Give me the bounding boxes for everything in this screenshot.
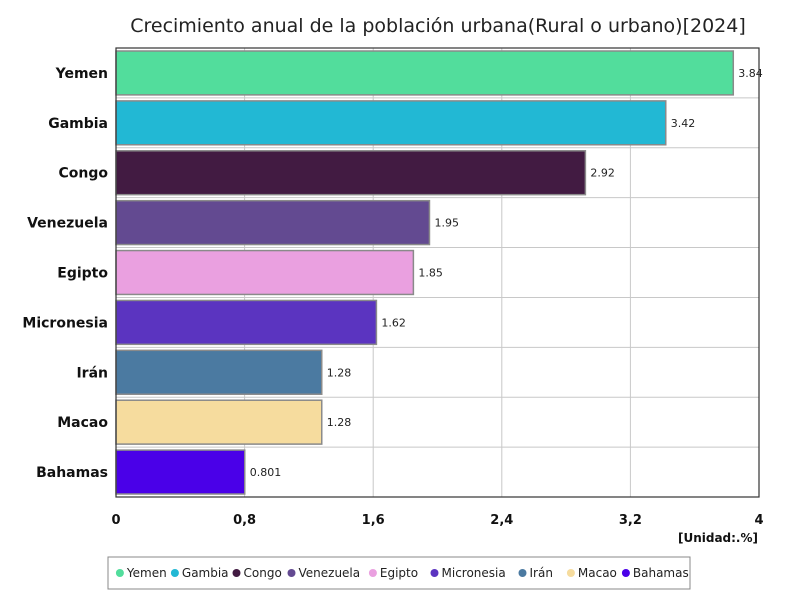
x-tick-label: 4 <box>754 513 763 528</box>
chart-title: Crecimiento anual de la población urbana… <box>130 15 746 37</box>
legend-label: Bahamas <box>633 566 689 580</box>
legend-marker <box>430 569 439 577</box>
data-label: 1.28 <box>327 416 352 429</box>
data-label: 1.28 <box>327 366 352 379</box>
bar-yemen <box>115 50 735 96</box>
legend: Yemen Gambia Congo Venezuela Egipto Micronesi… <box>107 556 691 590</box>
legend-item: Macao <box>566 566 617 580</box>
legend-item: Yemen <box>115 566 167 580</box>
legend-label: Irán <box>530 566 553 580</box>
legend-item: Egipto <box>368 566 418 580</box>
x-tick-label: 0,8 <box>233 513 256 528</box>
legend-label: Egipto <box>380 566 418 580</box>
legend-item: Congo <box>232 566 282 580</box>
bar-gambia <box>115 100 667 146</box>
legend-item: Irán <box>518 566 553 580</box>
category-label: Micronesia <box>22 315 108 331</box>
legend-marker <box>566 569 575 577</box>
legend-box <box>107 556 691 590</box>
category-label: Irán <box>76 365 108 381</box>
legend-marker <box>170 569 179 577</box>
data-label: 3.42 <box>671 117 696 130</box>
x-tick-label: 0 <box>111 513 120 528</box>
data-label: 1.62 <box>381 316 406 329</box>
legend-label: Venezuela <box>299 566 361 580</box>
data-label: 1.95 <box>434 217 459 230</box>
x-tick-label: 2,4 <box>490 513 513 528</box>
bar-congo <box>115 150 587 196</box>
unit-label: [Unidad:.%] <box>678 531 758 545</box>
bar-macao <box>115 399 323 445</box>
category-label: Egipto <box>57 266 108 282</box>
bar-irán <box>115 349 323 395</box>
legend-item: Micronesia <box>430 566 506 580</box>
legend-marker <box>115 569 124 577</box>
legend-marker <box>368 569 377 577</box>
category-label: Macao <box>57 415 108 431</box>
legend-label: Congo <box>244 566 282 580</box>
legend-label: Gambia <box>182 566 229 580</box>
x-tick-label: 1,6 <box>362 513 385 528</box>
legend-item: Gambia <box>170 566 229 580</box>
data-label: 2.92 <box>590 167 615 180</box>
legend-label: Yemen <box>126 566 167 580</box>
legend-marker <box>232 569 241 577</box>
data-label: 3.84 <box>738 67 763 80</box>
category-label: Gambia <box>48 116 108 132</box>
bar-egipto <box>115 249 415 296</box>
x-tick-label: 3,2 <box>619 513 642 528</box>
category-label: Congo <box>59 166 109 182</box>
legend-label: Micronesia <box>442 566 506 580</box>
plot-frame <box>115 47 760 498</box>
category-label: Yemen <box>55 66 108 82</box>
bar-bahamas <box>115 449 246 495</box>
legend-label: Macao <box>578 566 617 580</box>
x-tick-labels: 0 0,8 1,6 2,4 3,2 4 <box>111 513 763 528</box>
data-label: 1.85 <box>418 267 443 280</box>
legend-item: Bahamas <box>621 566 689 580</box>
legend-marker <box>518 569 527 577</box>
bars: 3.84 3.42 2.92 1.95 1.85 1.62 1.28 1.28 0.801 <box>115 50 763 495</box>
bar-venezuela <box>115 199 431 246</box>
legend-marker <box>287 569 296 577</box>
category-label: Bahamas <box>36 465 108 481</box>
legend-item: Venezuela <box>287 566 361 580</box>
legend-marker <box>621 569 630 577</box>
category-labels: Yemen Gambia Congo Venezuela Egipto Micronesi… <box>22 66 108 481</box>
category-label: Venezuela <box>27 216 108 232</box>
data-label: 0.801 <box>250 466 281 479</box>
bar-micronesia <box>115 299 378 346</box>
